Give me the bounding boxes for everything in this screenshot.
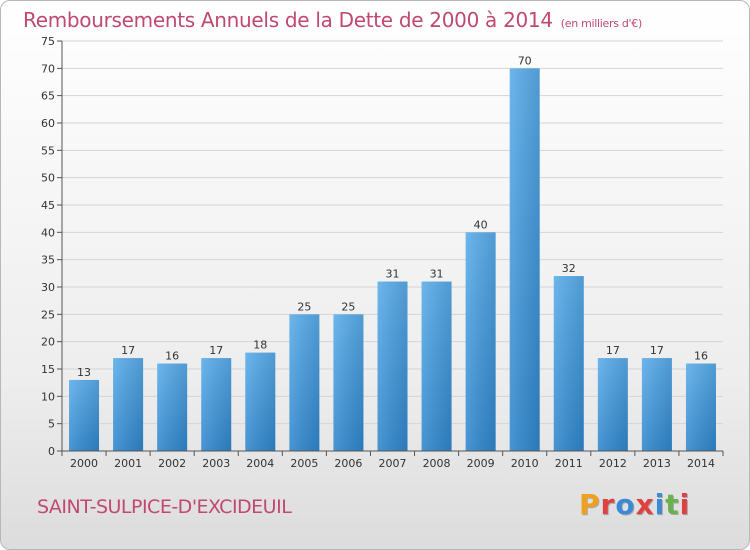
- bar-shade: [597, 358, 628, 451]
- value-label: 32: [562, 262, 576, 275]
- x-tick-label: 2008: [423, 457, 451, 470]
- value-label: 17: [650, 344, 664, 357]
- value-label: 16: [694, 350, 708, 363]
- y-tick-label: 10: [41, 390, 55, 403]
- logo-letter: i: [679, 488, 691, 521]
- y-tick-label: 25: [41, 308, 55, 321]
- bar-shade: [113, 358, 144, 451]
- y-tick-label: 65: [41, 90, 55, 103]
- y-tick-label: 60: [41, 117, 55, 130]
- x-tick-label: 2007: [379, 457, 407, 470]
- bar-shade: [377, 281, 408, 451]
- x-tick-label: 2009: [467, 457, 495, 470]
- x-tick-label: 2003: [202, 457, 230, 470]
- x-tick-label: 2005: [290, 457, 318, 470]
- value-label: 17: [209, 344, 223, 357]
- y-tick-label: 50: [41, 172, 55, 185]
- proxiti-logo[interactable]: Proxiti: [579, 488, 690, 521]
- x-tick-label: 2002: [158, 457, 186, 470]
- logo-letter: P: [579, 488, 601, 521]
- x-tick-label: 2013: [643, 457, 671, 470]
- value-label: 18: [253, 339, 267, 352]
- bar-shade: [69, 379, 100, 451]
- y-tick-label: 40: [41, 226, 55, 239]
- bar-shade: [289, 314, 320, 451]
- value-label: 31: [386, 268, 400, 281]
- axes: [61, 41, 723, 452]
- chart-subtitle: (en milliers d'€): [560, 17, 642, 30]
- value-label: 40: [474, 218, 488, 231]
- bar-shade: [509, 68, 540, 451]
- y-axis-ticks: 0 5 10 15 20 25 30 35 40 45 50 55 60 65 70 75: [41, 35, 62, 458]
- x-tick-label: 2012: [599, 457, 627, 470]
- chart-title-text: Remboursements Annuels de la Dette de 20…: [23, 8, 553, 32]
- y-tick-label: 0: [48, 445, 55, 458]
- value-label: 25: [297, 300, 311, 313]
- bar-shade: [333, 314, 364, 451]
- x-tick-label: 2010: [511, 457, 539, 470]
- value-label: 16: [165, 350, 179, 363]
- y-tick-label: 35: [41, 254, 55, 267]
- y-tick-label: 30: [41, 281, 55, 294]
- value-labels: 13 17 16 17 18 25 25 31 31 40 70 32 17 17 16: [77, 54, 708, 379]
- bar-shade: [201, 358, 232, 451]
- x-tick-label: 2006: [334, 457, 362, 470]
- x-tick-label: 2004: [246, 457, 274, 470]
- bars: [69, 68, 716, 451]
- y-tick-label: 20: [41, 336, 55, 349]
- logo-letter: i: [654, 488, 666, 521]
- value-label: 17: [121, 344, 135, 357]
- y-tick-label: 5: [48, 418, 55, 431]
- value-label: 70: [518, 54, 532, 67]
- value-label: 13: [77, 366, 91, 379]
- y-tick-label: 45: [41, 199, 55, 212]
- commune-name: SAINT-SULPICE-D'EXCIDEUIL: [37, 496, 292, 518]
- bar-shade: [157, 363, 188, 451]
- y-tick-label: 15: [41, 363, 55, 376]
- y-tick-label: 55: [41, 144, 55, 157]
- logo-letter: x: [635, 488, 655, 521]
- chart-title: Remboursements Annuels de la Dette de 20…: [23, 8, 642, 32]
- y-tick-label: 70: [41, 62, 55, 75]
- x-axis-ticks: 2000 2001 2002 2003 2004 2005 2006 2007 2008 2009…: [61, 451, 724, 470]
- logo-letter: o: [615, 488, 636, 521]
- value-label: 17: [606, 344, 620, 357]
- logo-letter: r: [600, 488, 616, 521]
- bar-shade: [245, 352, 276, 451]
- logo-letter: t: [665, 488, 680, 521]
- bar-shade: [685, 363, 716, 451]
- x-tick-label: 2014: [687, 457, 715, 470]
- x-tick-label: 2001: [114, 457, 142, 470]
- bar-shade: [465, 232, 496, 451]
- x-tick-label: 2000: [70, 457, 98, 470]
- value-label: 31: [430, 268, 444, 281]
- x-tick-label: 2011: [555, 457, 583, 470]
- value-label: 25: [341, 300, 355, 313]
- bar-shade: [641, 358, 672, 451]
- bar-shade: [421, 281, 452, 451]
- y-tick-label: 75: [41, 35, 55, 48]
- bar-shade: [553, 276, 584, 451]
